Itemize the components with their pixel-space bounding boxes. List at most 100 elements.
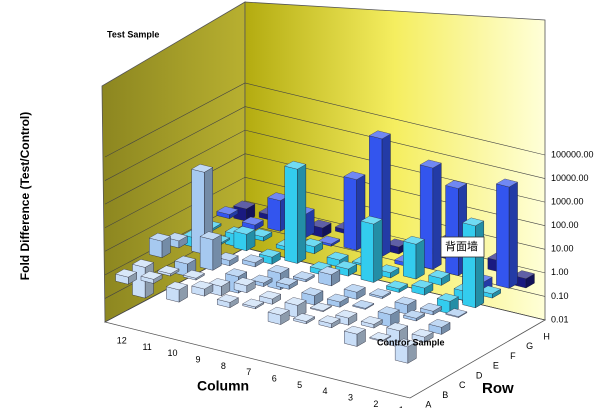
- bar: [301, 287, 324, 306]
- bar: [182, 269, 205, 281]
- bar: [386, 322, 409, 348]
- x-tick-label: 5: [297, 380, 302, 390]
- grid-line: [104, 129, 546, 205]
- bar: [343, 325, 366, 347]
- bar-light: [386, 322, 408, 331]
- bar-light: [445, 180, 467, 189]
- bar: [445, 308, 468, 318]
- bar-top: [267, 306, 290, 316]
- bar-shade: [314, 241, 323, 254]
- bar-light: [309, 219, 332, 228]
- z-tick-label: C: [459, 380, 466, 390]
- x-tick-label: 7: [246, 367, 251, 377]
- bar-shade: [178, 235, 188, 248]
- bar-light: [369, 130, 391, 139]
- grid-line: [104, 176, 546, 252]
- bar-shade: [314, 290, 323, 306]
- bar-top: [208, 278, 231, 287]
- bar-light: [437, 293, 459, 302]
- bar-shade: [305, 209, 315, 238]
- bar-top: [419, 302, 443, 312]
- bar-top: [241, 254, 265, 263]
- x-tick-label: 9: [195, 355, 200, 365]
- bar-light: [267, 192, 289, 201]
- bar-front: [267, 197, 281, 232]
- bar: [284, 297, 307, 319]
- bar-shade: [390, 267, 400, 278]
- bar: [233, 277, 256, 294]
- z-tick-label: G: [526, 341, 533, 351]
- x-tick-label: 6: [272, 374, 277, 384]
- bar-light: [318, 315, 341, 324]
- bar-top: [419, 159, 442, 169]
- bar-top: [385, 280, 409, 290]
- bar-shade: [365, 303, 374, 310]
- bar-light: [420, 303, 442, 312]
- bar-shade: [373, 319, 383, 329]
- bar: [233, 226, 256, 252]
- bar-shade: [246, 204, 255, 222]
- bar-light: [259, 249, 281, 258]
- bar-shade: [306, 316, 315, 324]
- bar-shade: [339, 297, 349, 308]
- bar-light: [216, 206, 238, 215]
- bar-light: [301, 287, 323, 296]
- bar-light: [200, 231, 222, 240]
- bar-shade: [415, 239, 425, 280]
- z-tick-label: B: [442, 390, 448, 400]
- bar-top: [402, 310, 426, 319]
- bar-top: [148, 232, 171, 242]
- bar-shade: [424, 283, 433, 296]
- bar-shade: [407, 341, 417, 364]
- bar-light: [386, 280, 408, 289]
- bar-light: [428, 319, 451, 328]
- bar-shade: [229, 255, 239, 266]
- bar-top: [191, 280, 214, 290]
- bar-front: [343, 176, 357, 251]
- bar-light: [293, 271, 315, 280]
- bar-shade: [323, 305, 332, 312]
- bar: [267, 306, 290, 325]
- bar: [369, 288, 392, 299]
- bar: [352, 300, 375, 310]
- bar-top: [428, 319, 451, 328]
- bar-top: [343, 283, 366, 293]
- x-tick-label: 10: [168, 348, 178, 358]
- bar-top: [377, 306, 400, 315]
- bar-top: [445, 308, 468, 317]
- bar-shade: [229, 297, 239, 308]
- bar-shade: [272, 294, 281, 305]
- bar: [292, 313, 316, 325]
- bar: [275, 276, 299, 290]
- bar-top: [411, 279, 434, 289]
- bar-top: [199, 231, 222, 240]
- bar: [115, 268, 138, 285]
- x-tick-label: 3: [348, 393, 353, 403]
- bar-top: [242, 298, 265, 308]
- bar-shade: [475, 221, 484, 308]
- bar: [377, 264, 400, 279]
- bar-top: [495, 178, 519, 188]
- grid-line: [104, 153, 546, 228]
- bar-light: [250, 274, 273, 284]
- bar: [318, 266, 341, 287]
- bar-light: [149, 233, 171, 242]
- bar-shade: [382, 335, 391, 342]
- bar: [140, 271, 163, 284]
- bar: [419, 302, 443, 316]
- bar-top: [512, 270, 535, 279]
- bar-top: [369, 332, 392, 341]
- bar: [377, 306, 400, 328]
- bar-top: [216, 252, 239, 261]
- bar-light: [445, 308, 467, 317]
- bar-light: [386, 238, 408, 247]
- bar-light: [208, 278, 230, 287]
- bar-front: [149, 237, 163, 258]
- bar-top: [462, 217, 485, 227]
- bar-light: [217, 252, 239, 261]
- bar-light: [403, 310, 425, 319]
- bar-shade: [348, 313, 357, 326]
- bar-front: [360, 220, 374, 283]
- bar-top: [275, 276, 299, 286]
- bar-light: [293, 313, 315, 322]
